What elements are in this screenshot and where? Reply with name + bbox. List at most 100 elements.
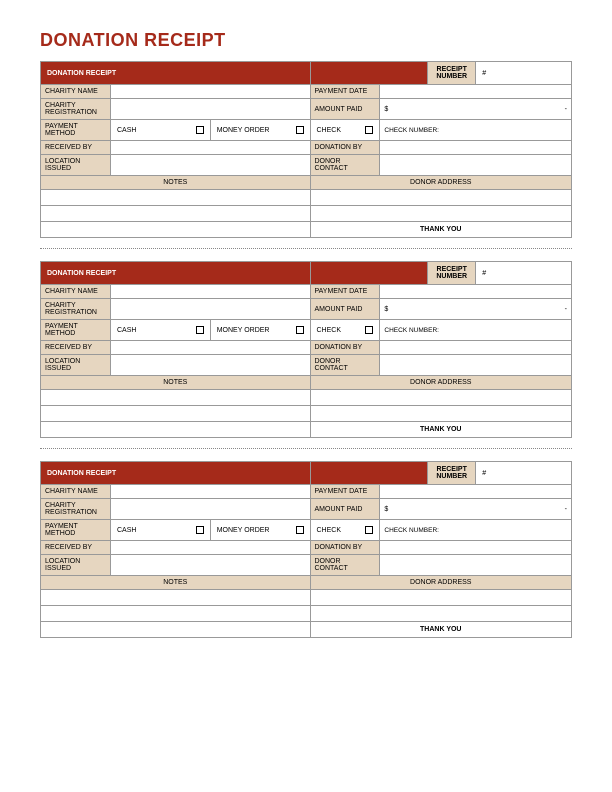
value-charity-registration[interactable] <box>110 499 310 520</box>
receipt-number-label: RECEIPT NUMBER <box>428 262 476 285</box>
value-amount-paid[interactable]: $- <box>380 499 572 520</box>
checkbox-icon[interactable] <box>296 126 304 134</box>
value-payment-date[interactable] <box>380 485 572 499</box>
payment-method-cash[interactable]: CASH <box>110 520 210 541</box>
thank-you-label: THANK YOU <box>310 222 572 238</box>
label-donation-by: DONATION BY <box>310 541 380 555</box>
value-charity-name[interactable] <box>110 85 310 99</box>
value-received-by[interactable] <box>110 341 310 355</box>
payment-method-check[interactable]: CHECK <box>310 320 380 341</box>
label-notes: NOTES <box>41 576 311 590</box>
receipt-header-title: DONATION RECEIPT <box>41 462 311 485</box>
payment-method-money order[interactable]: MONEY ORDER <box>210 320 310 341</box>
payment-method-check[interactable]: CHECK <box>310 520 380 541</box>
label-charity-name: CHARITY NAME <box>41 85 111 99</box>
receipt-separator <box>40 448 572 449</box>
checkbox-icon[interactable] <box>196 526 204 534</box>
label-received-by: RECEIVED BY <box>41 141 111 155</box>
notes-line[interactable] <box>41 222 311 238</box>
label-location-issued: LOCATION ISSUED <box>41 155 111 176</box>
payment-method-check[interactable]: CHECK <box>310 120 380 141</box>
checkbox-icon[interactable] <box>196 126 204 134</box>
value-charity-registration[interactable] <box>110 99 310 120</box>
label-amount-paid: AMOUNT PAID <box>310 499 380 520</box>
checkbox-icon[interactable] <box>296 326 304 334</box>
notes-line[interactable] <box>41 622 311 638</box>
value-location-issued[interactable] <box>110 355 310 376</box>
label-received-by: RECEIVED BY <box>41 541 111 555</box>
notes-line[interactable] <box>41 606 311 622</box>
receipt-number-value[interactable]: # <box>476 62 572 85</box>
label-charity-registration: CHARITY REGISTRATION <box>41 499 111 520</box>
value-amount-paid[interactable]: $- <box>380 99 572 120</box>
receipt-number-value[interactable]: # <box>476 462 572 485</box>
label-charity-name: CHARITY NAME <box>41 285 111 299</box>
checkbox-icon[interactable] <box>296 526 304 534</box>
label-donor-address: DONOR ADDRESS <box>310 576 572 590</box>
payment-method-cash[interactable]: CASH <box>110 320 210 341</box>
checkbox-icon[interactable] <box>365 326 373 334</box>
label-notes: NOTES <box>41 176 311 190</box>
thank-you-label: THANK YOU <box>310 622 572 638</box>
receipt-header-title: DONATION RECEIPT <box>41 262 311 285</box>
value-donor-contact[interactable] <box>380 555 572 576</box>
donor-address-line[interactable] <box>310 390 572 406</box>
checkbox-icon[interactable] <box>365 526 373 534</box>
donor-address-line[interactable] <box>310 406 572 422</box>
notes-line[interactable] <box>41 422 311 438</box>
value-donor-contact[interactable] <box>380 355 572 376</box>
receipt-header-gap <box>310 462 428 485</box>
donor-address-line[interactable] <box>310 590 572 606</box>
notes-line[interactable] <box>41 406 311 422</box>
donor-address-line[interactable] <box>310 206 572 222</box>
value-charity-registration[interactable] <box>110 299 310 320</box>
receipts-container: DONATION RECEIPT RECEIPT NUMBER#CHARITY … <box>40 61 572 638</box>
value-received-by[interactable] <box>110 541 310 555</box>
donation-receipt-table: DONATION RECEIPT RECEIPT NUMBER# CHARITY … <box>40 261 572 438</box>
value-donation-by[interactable] <box>380 341 572 355</box>
donor-address-line[interactable] <box>310 190 572 206</box>
value-charity-name[interactable] <box>110 285 310 299</box>
receipt-number-label: RECEIPT NUMBER <box>428 62 476 85</box>
label-payment-method: PAYMENT METHOD <box>41 320 111 341</box>
donation-receipt-table: DONATION RECEIPT RECEIPT NUMBER# CHARITY … <box>40 461 572 638</box>
label-payment-date: PAYMENT DATE <box>310 285 380 299</box>
value-location-issued[interactable] <box>110 155 310 176</box>
value-donation-by[interactable] <box>380 141 572 155</box>
receipt-number-label: RECEIPT NUMBER <box>428 462 476 485</box>
value-location-issued[interactable] <box>110 555 310 576</box>
receipt-number-value[interactable]: # <box>476 262 572 285</box>
payment-method-money order[interactable]: MONEY ORDER <box>210 520 310 541</box>
label-charity-registration: CHARITY REGISTRATION <box>41 299 111 320</box>
payment-method-cash[interactable]: CASH <box>110 120 210 141</box>
value-payment-date[interactable] <box>380 285 572 299</box>
value-payment-date[interactable] <box>380 85 572 99</box>
value-amount-paid[interactable]: $- <box>380 299 572 320</box>
label-payment-method: PAYMENT METHOD <box>41 120 111 141</box>
payment-method-money order[interactable]: MONEY ORDER <box>210 120 310 141</box>
value-donation-by[interactable] <box>380 541 572 555</box>
value-donor-contact[interactable] <box>380 155 572 176</box>
label-donation-by: DONATION BY <box>310 341 380 355</box>
label-charity-name: CHARITY NAME <box>41 485 111 499</box>
label-donor-address: DONOR ADDRESS <box>310 376 572 390</box>
checkbox-icon[interactable] <box>365 126 373 134</box>
notes-line[interactable] <box>41 190 311 206</box>
label-donation-by: DONATION BY <box>310 141 380 155</box>
notes-line[interactable] <box>41 206 311 222</box>
label-payment-date: PAYMENT DATE <box>310 85 380 99</box>
donor-address-line[interactable] <box>310 606 572 622</box>
label-check-number[interactable]: CHECK NUMBER: <box>380 120 572 141</box>
value-charity-name[interactable] <box>110 485 310 499</box>
receipt-header-title: DONATION RECEIPT <box>41 62 311 85</box>
checkbox-icon[interactable] <box>196 326 204 334</box>
label-check-number[interactable]: CHECK NUMBER: <box>380 520 572 541</box>
label-location-issued: LOCATION ISSUED <box>41 555 111 576</box>
label-amount-paid: AMOUNT PAID <box>310 299 380 320</box>
notes-line[interactable] <box>41 390 311 406</box>
value-received-by[interactable] <box>110 141 310 155</box>
label-check-number[interactable]: CHECK NUMBER: <box>380 320 572 341</box>
notes-line[interactable] <box>41 590 311 606</box>
label-amount-paid: AMOUNT PAID <box>310 99 380 120</box>
label-charity-registration: CHARITY REGISTRATION <box>41 99 111 120</box>
